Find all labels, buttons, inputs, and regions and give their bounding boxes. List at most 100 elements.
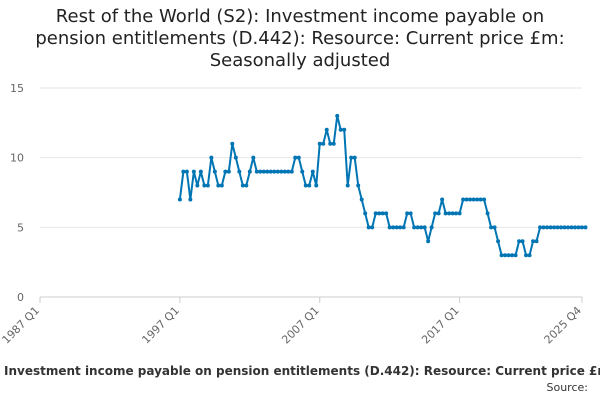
data-point <box>279 169 284 174</box>
data-point <box>440 197 445 202</box>
data-point <box>422 225 427 230</box>
data-point <box>223 169 228 174</box>
data-point <box>254 169 259 174</box>
data-point <box>513 253 518 258</box>
data-point <box>352 155 357 160</box>
data-point <box>450 211 455 216</box>
data-point <box>566 225 571 230</box>
data-point <box>573 225 578 230</box>
data-point <box>538 225 543 230</box>
data-point <box>345 183 350 188</box>
y-axis: 0 5 10 15 <box>10 82 24 304</box>
data-point <box>247 169 252 174</box>
data-point <box>244 183 249 188</box>
data-point <box>531 239 536 244</box>
data-point <box>251 155 256 160</box>
data-point <box>286 169 291 174</box>
data-point <box>562 225 567 230</box>
y-tick-label: 0 <box>17 291 24 304</box>
data-point <box>475 197 480 202</box>
data-point <box>478 197 483 202</box>
data-point <box>419 225 424 230</box>
data-point <box>384 211 389 216</box>
data-point <box>492 225 497 230</box>
data-point <box>198 169 203 174</box>
data-point <box>461 197 466 202</box>
data-point <box>576 225 581 230</box>
data-point <box>387 225 392 230</box>
x-axis: 1987 Q1 1997 Q1 2007 Q1 2017 Q1 2025 Q4 <box>0 297 584 346</box>
data-point <box>335 113 340 118</box>
data-point <box>464 197 469 202</box>
plot-area <box>177 113 588 258</box>
grid-lines <box>40 87 582 298</box>
data-point <box>342 127 347 132</box>
data-point <box>310 169 315 174</box>
data-point <box>534 239 539 244</box>
data-point <box>216 183 221 188</box>
data-point <box>443 211 448 216</box>
x-tick-label: 1987 Q1 <box>0 304 42 347</box>
data-point <box>307 183 312 188</box>
data-point <box>226 169 231 174</box>
data-point <box>583 225 588 230</box>
data-point <box>359 197 364 202</box>
data-point <box>520 239 525 244</box>
data-point <box>373 211 378 216</box>
legend-label: Investment income payable on pension ent… <box>4 364 600 378</box>
chart-title: Rest of the World (S2): Investment incom… <box>0 6 600 72</box>
chart-title-line-2: pension entitlements (D.442): Resource: … <box>35 28 565 49</box>
data-point <box>240 183 245 188</box>
data-point <box>489 225 494 230</box>
x-tick-label: 1997 Q1 <box>139 304 182 347</box>
data-point <box>541 225 546 230</box>
data-point <box>289 169 294 174</box>
data-point <box>177 197 182 202</box>
data-point <box>394 225 399 230</box>
data-point <box>258 169 263 174</box>
x-tick-label: 2017 Q1 <box>419 304 462 347</box>
data-point <box>237 169 242 174</box>
data-point <box>314 183 319 188</box>
chart-title-line-1: Rest of the World (S2): Investment incom… <box>55 6 545 27</box>
data-point <box>517 239 522 244</box>
data-point <box>356 183 361 188</box>
data-point <box>272 169 277 174</box>
x-tick-label: 2025 Q4 <box>542 304 585 347</box>
data-point <box>363 211 368 216</box>
data-point <box>205 183 210 188</box>
data-point <box>552 225 557 230</box>
y-tick-label: 15 <box>10 82 24 95</box>
data-point <box>468 197 473 202</box>
data-point <box>366 225 371 230</box>
data-point <box>303 183 308 188</box>
data-point <box>524 253 529 258</box>
data-point <box>321 141 326 146</box>
data-point <box>485 211 490 216</box>
data-point <box>471 197 476 202</box>
data-point <box>202 183 207 188</box>
data-point <box>426 239 431 244</box>
data-point <box>569 225 574 230</box>
data-point <box>559 225 564 230</box>
data-point <box>391 225 396 230</box>
data-point <box>370 225 375 230</box>
data-point <box>555 225 560 230</box>
data-point <box>527 253 532 258</box>
data-point <box>545 225 550 230</box>
data-point <box>408 211 413 216</box>
data-point <box>184 169 189 174</box>
data-point <box>429 225 434 230</box>
data-point <box>293 155 298 160</box>
data-point <box>506 253 511 258</box>
chart-title-line-3: Seasonally adjusted <box>209 50 391 71</box>
data-point <box>328 141 333 146</box>
data-point <box>331 141 336 146</box>
y-tick-label: 10 <box>10 152 24 165</box>
y-tick-label: 5 <box>17 221 24 234</box>
data-point <box>188 197 193 202</box>
data-point <box>300 169 305 174</box>
data-point <box>415 225 420 230</box>
data-point <box>324 127 329 132</box>
